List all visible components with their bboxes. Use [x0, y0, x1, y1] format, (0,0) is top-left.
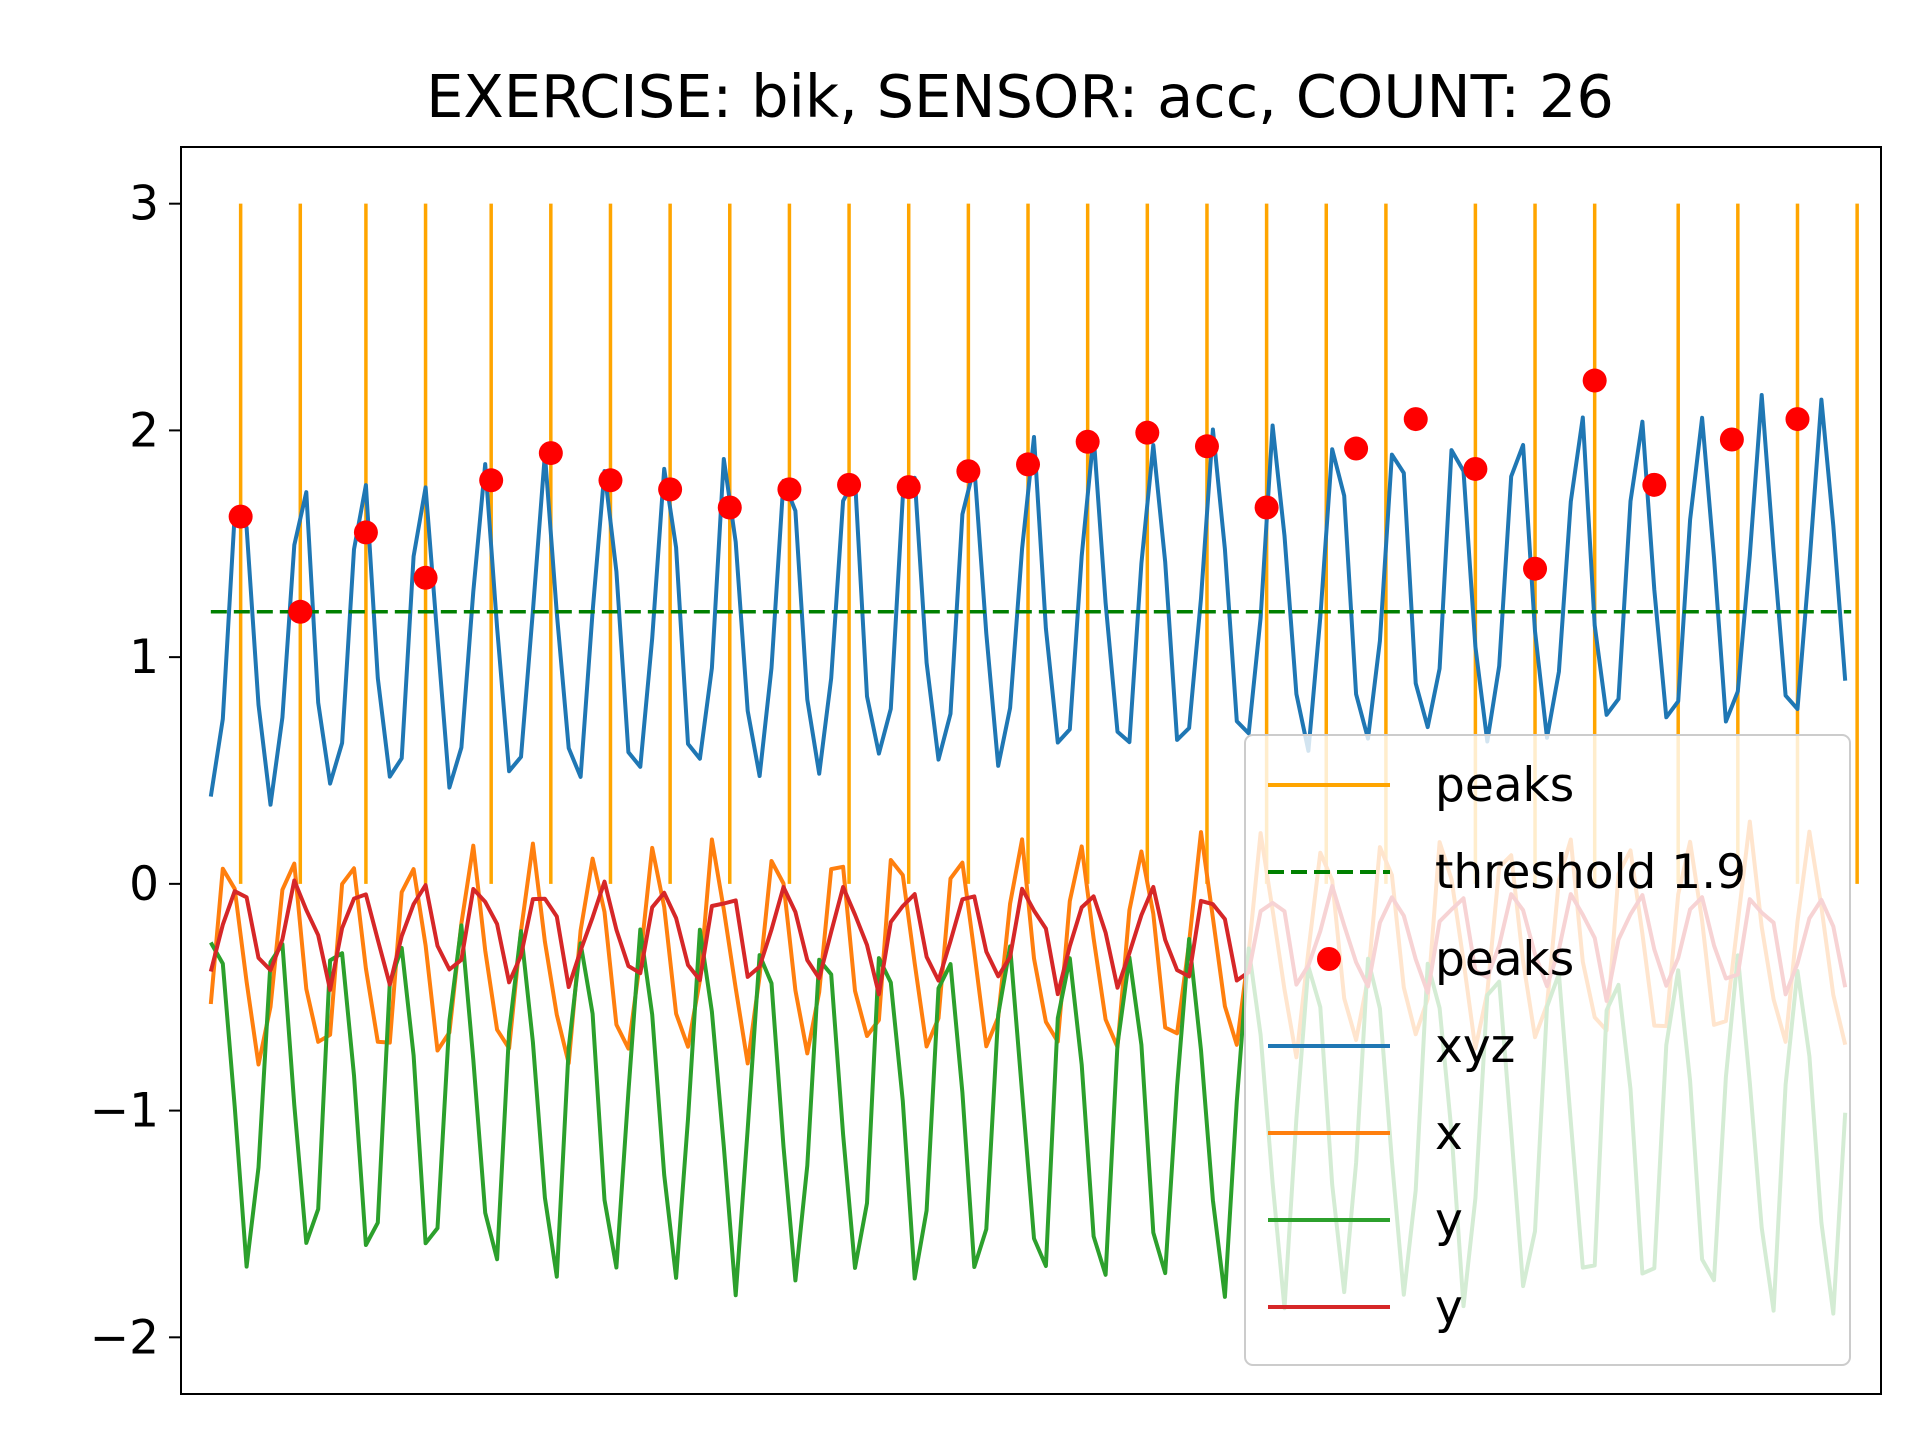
peak-point	[1135, 420, 1160, 445]
peak-point	[717, 495, 742, 520]
peak-point	[538, 441, 563, 466]
legend-label: peaks	[1435, 932, 1574, 987]
legend-box	[1244, 734, 1851, 1366]
legend-label: xyz	[1435, 1019, 1515, 1074]
peak-point	[1344, 436, 1369, 461]
peak-point	[228, 504, 253, 529]
y-tick-label: 3	[129, 177, 159, 232]
peak-point	[1523, 556, 1548, 581]
axes-frame	[180, 146, 1882, 1395]
y-tick-label: 1	[129, 630, 159, 685]
peak-point	[1194, 434, 1219, 459]
y-tick-label: 0	[129, 857, 159, 912]
legend-label: threshold 1.9	[1435, 845, 1746, 900]
peak-point	[1403, 407, 1428, 432]
peak-point	[1016, 452, 1041, 477]
peak-point	[288, 599, 313, 624]
legend-marker	[1317, 947, 1341, 971]
peak-point	[1254, 495, 1279, 520]
legend-label: x	[1435, 1106, 1463, 1161]
peak-point	[1075, 429, 1100, 454]
peak-point	[837, 472, 862, 497]
legend-label: peaks	[1435, 758, 1574, 813]
peak-point	[777, 477, 802, 502]
peak-point	[658, 477, 683, 502]
peak-point	[353, 520, 378, 545]
chart-title: EXERCISE: bik, SENSOR: acc, COUNT: 26	[426, 62, 1614, 131]
y-tick-label: 2	[129, 403, 159, 458]
y-axis: 3 2 1 0 −1 −2	[90, 177, 181, 1365]
peak-point	[598, 468, 623, 493]
peak-point	[1785, 407, 1810, 432]
y-tick-label: −2	[90, 1310, 159, 1365]
peak-point	[956, 459, 981, 484]
peak-point	[1642, 472, 1667, 497]
peak-point	[479, 468, 504, 493]
legend-label: y	[1435, 1280, 1463, 1335]
peak-point	[1463, 456, 1488, 481]
peak-point	[413, 565, 438, 590]
y-tick-label: −1	[90, 1084, 159, 1139]
peak-point	[1719, 427, 1744, 452]
peak-point	[896, 475, 921, 500]
legend-label: y	[1435, 1193, 1463, 1248]
peak-point	[1582, 368, 1607, 393]
